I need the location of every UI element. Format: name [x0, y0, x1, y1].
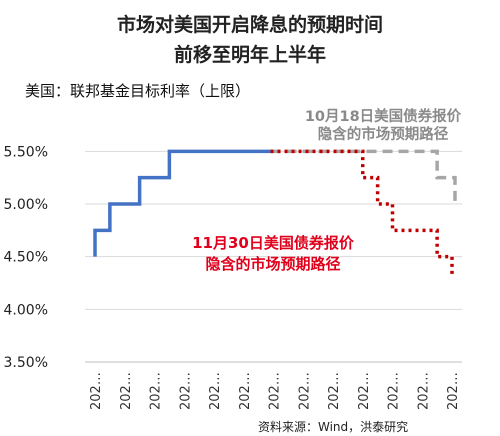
x-tick-label-7: 202… [297, 372, 312, 410]
y-tick-label-2: 4.50% [4, 250, 48, 266]
annotation-oct18-line2: 隐含的市场预期路径 [317, 127, 449, 143]
annotation-nov30-line2: 隐含的市场预期路径 [205, 255, 341, 273]
annotation-oct18: 10月18日美国债券报价 隐含的市场预期路径 [268, 108, 498, 144]
chart-title: 市场对美国开启降息的预期时间 [116, 14, 383, 36]
x-tick-label-12: 202… [446, 372, 461, 410]
series-line-0 [93, 149, 271, 257]
x-tick-label-4: 202… [208, 372, 223, 410]
annotation-nov30-line1: 11月30日美国债券报价 [192, 234, 354, 252]
x-tick-label-5: 202… [238, 372, 253, 410]
source-note: 资料来源：Wind，洪泰研究 [258, 420, 409, 434]
annotation-nov30: 11月30日美国债券报价 隐含的市场预期路径 [168, 233, 378, 275]
y-tick-label-0: 3.50% [4, 355, 48, 371]
x-tick-label-0: 202… [89, 372, 104, 410]
y-tick-label-1: 4.00% [4, 302, 48, 318]
x-tick-label-3: 202… [178, 372, 193, 410]
y-tick-label-4: 5.50% [4, 144, 48, 160]
x-tick-label-6: 202… [268, 372, 283, 410]
series-line-1 [270, 149, 457, 207]
annotation-oct18-line1: 10月18日美国债券报价 [304, 109, 462, 125]
x-tick-label-11: 202… [416, 372, 431, 410]
x-tick-label-9: 202… [357, 372, 372, 410]
x-tick-label-2: 202… [149, 372, 164, 410]
chart-subtitle: 前移至明年上半年 [173, 44, 326, 66]
x-tick-label-10: 202… [387, 372, 402, 410]
x-tick-label-1: 202… [119, 372, 134, 410]
y-axis-label: 美国：联邦基金目标利率（上限） [25, 82, 251, 100]
y-tick-label-3: 5.00% [4, 197, 48, 213]
x-tick-label-8: 202… [327, 372, 342, 410]
